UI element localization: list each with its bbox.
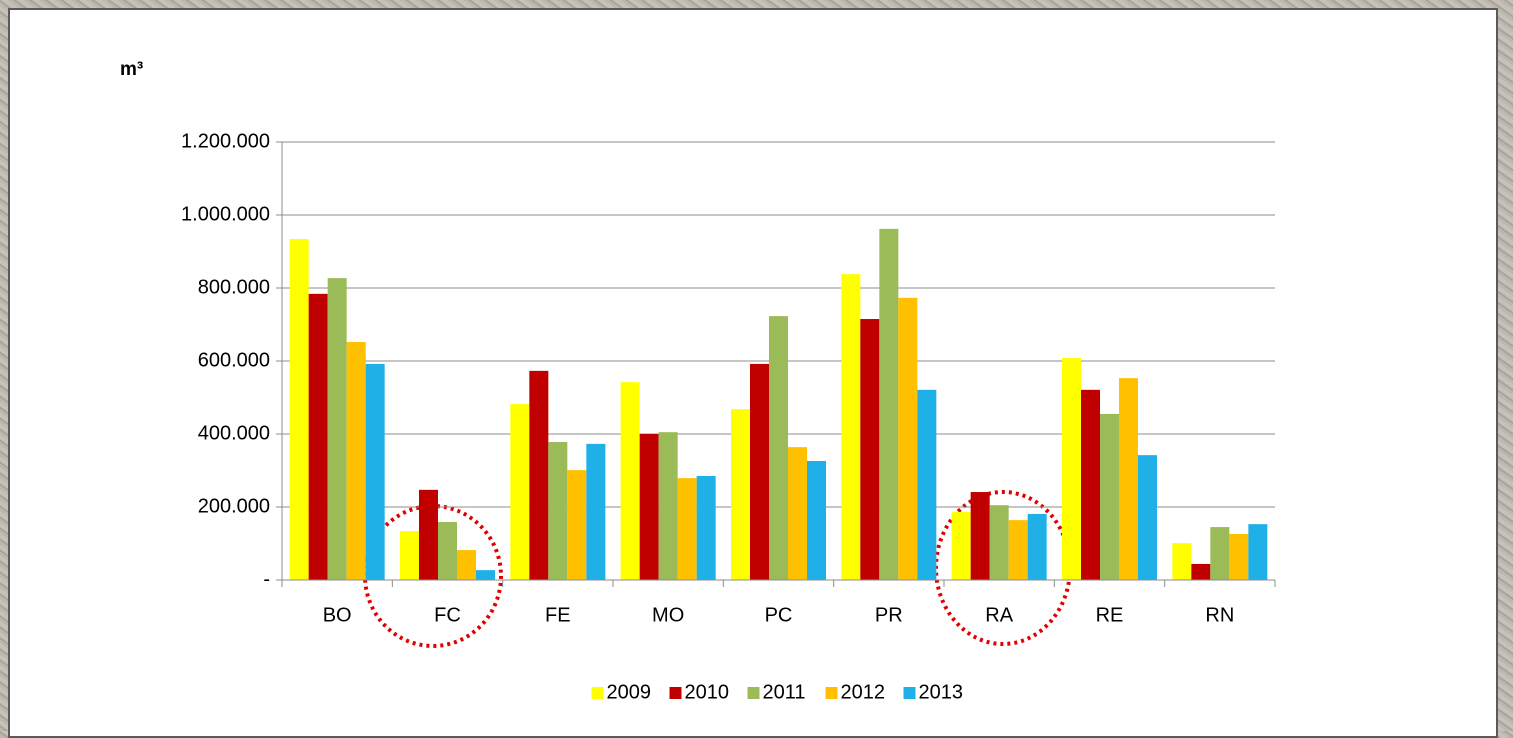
bar: [677, 478, 697, 580]
y-tick-label: 200.000: [198, 495, 270, 517]
x-tick-label: PC: [765, 604, 793, 626]
bar: [586, 443, 606, 580]
bar: [696, 475, 716, 580]
bar: [327, 278, 347, 580]
x-tick-label: RA: [985, 604, 1013, 626]
bar: [1119, 378, 1138, 580]
bar: [898, 297, 918, 580]
bar: [750, 363, 769, 580]
bar: [1100, 413, 1119, 580]
bar: [1062, 358, 1081, 580]
bar: [989, 505, 1009, 580]
bar: [841, 274, 861, 580]
legend-label: 2011: [763, 681, 806, 703]
bar: [438, 521, 457, 580]
y-tick-label: 1.000.000: [181, 203, 270, 225]
x-tick-label: PR: [875, 604, 903, 626]
x-tick-label: FE: [545, 604, 571, 626]
bar: [400, 531, 419, 580]
x-tick-label: RE: [1096, 604, 1124, 626]
x-tick-label: FC: [434, 604, 461, 626]
bar: [1229, 534, 1249, 580]
bar: [951, 512, 971, 580]
y-tick-label: 800.000: [198, 276, 270, 298]
bar: [1081, 389, 1100, 580]
bar: [1210, 527, 1230, 580]
bar: [788, 447, 807, 580]
legend-label: 2012: [841, 681, 886, 703]
bar: [879, 228, 899, 580]
legend-swatch: [669, 687, 682, 699]
bar: [731, 409, 750, 580]
bar: [807, 461, 826, 580]
bar: [639, 434, 659, 580]
legend-swatch: [747, 687, 760, 699]
bar: [548, 442, 568, 580]
bar: [365, 363, 385, 580]
bar: [1008, 520, 1028, 580]
legend-swatch: [591, 687, 604, 699]
x-tick-label: RN: [1205, 604, 1234, 626]
bar: [476, 570, 495, 580]
bar: [860, 319, 880, 580]
legend-label: 2009: [607, 681, 652, 703]
y-tick-label: 400.000: [198, 422, 270, 444]
bar: [970, 492, 990, 580]
bar: [1172, 543, 1192, 580]
bar: [1191, 563, 1211, 580]
bar: [658, 432, 678, 580]
bar: [419, 489, 438, 580]
y-tick-label: 1.200.000: [181, 130, 270, 152]
bar: [567, 470, 587, 580]
y-tick-label: -: [263, 568, 270, 590]
bar: [620, 382, 640, 580]
bar: [529, 370, 549, 580]
bar: [917, 389, 937, 580]
bar: [1248, 524, 1268, 580]
x-tick-label: BO: [323, 604, 352, 626]
bar: [308, 293, 328, 580]
bar: [510, 404, 530, 580]
bar: [346, 342, 366, 580]
bar: [289, 239, 309, 580]
legend-label: 2010: [685, 681, 730, 703]
bar: [769, 316, 788, 580]
x-tick-label: MO: [652, 604, 684, 626]
bar: [1138, 455, 1157, 580]
y-axis-unit: m³: [120, 59, 143, 80]
y-tick-label: 600.000: [198, 349, 270, 371]
legend-swatch: [903, 687, 916, 699]
legend-label: 2013: [919, 681, 964, 703]
legend-swatch: [825, 687, 838, 699]
bar: [1027, 513, 1047, 580]
bar: [457, 550, 476, 580]
